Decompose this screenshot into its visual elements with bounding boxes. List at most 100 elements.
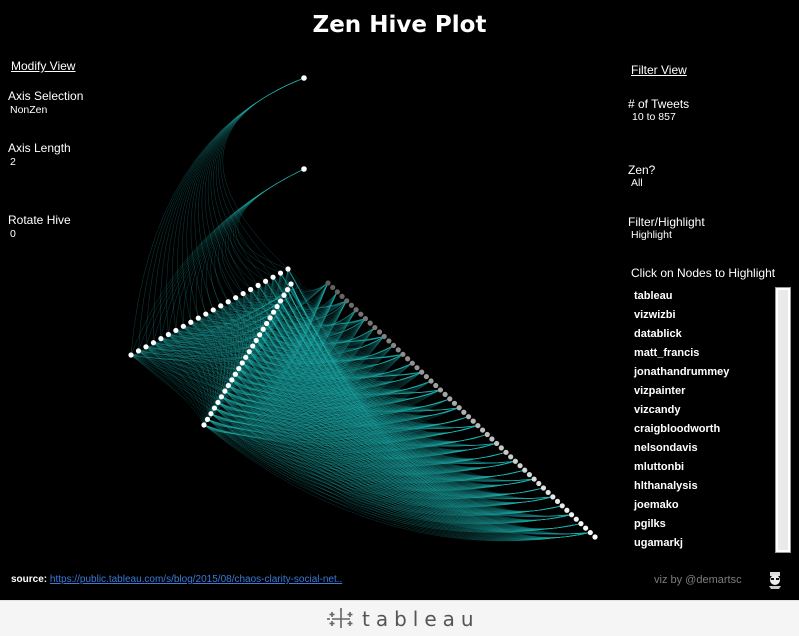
hive-node-c-43[interactable] (526, 472, 533, 478)
node-item-nelsondavis[interactable]: nelsondavis (634, 442, 698, 454)
node-item-tableau[interactable]: tableau (634, 290, 673, 302)
hive-node-a-19[interactable] (270, 274, 276, 280)
hive-node-b-13[interactable] (246, 349, 252, 355)
node-item-pgilks[interactable]: pgilks (634, 518, 666, 530)
hive-node-c-9[interactable] (367, 320, 373, 326)
hive-node-b-21[interactable] (274, 303, 280, 310)
hive-node-c-1[interactable] (330, 284, 336, 291)
hive-node-c-46[interactable] (540, 485, 547, 491)
hive-node-b-6[interactable] (222, 388, 228, 394)
hive-node-a-20[interactable] (277, 270, 284, 276)
hive-node-c-15[interactable] (395, 347, 401, 353)
hive-node-c-14[interactable] (390, 342, 397, 348)
hive-node-c-44[interactable] (531, 476, 537, 482)
hive-node-c-26[interactable] (447, 396, 453, 402)
hive-node-c-23[interactable] (433, 382, 439, 389)
hive-node-a-5[interactable] (165, 331, 171, 338)
hive-node-b-2[interactable] (208, 411, 214, 417)
hive-node-c-56[interactable] (587, 529, 593, 536)
node-item-vizwizbi[interactable]: vizwizbi (634, 309, 676, 321)
hive-node-b-22[interactable] (277, 298, 284, 304)
hive-node-c-3[interactable] (339, 293, 345, 299)
hive-node-a-7[interactable] (180, 323, 186, 329)
hive-node-b-18[interactable] (264, 320, 270, 327)
hive-node-c-55[interactable] (583, 525, 589, 531)
hive-node-b-19[interactable] (267, 315, 273, 321)
scrollbar-track[interactable] (778, 290, 788, 550)
hive-node-c-0[interactable] (325, 280, 331, 286)
node-item-mluttonbi[interactable]: mluttonbi (634, 461, 685, 473)
node-item-jonathandrummey[interactable]: jonathandrummey (634, 366, 730, 378)
hive-node-a-9[interactable] (195, 315, 201, 321)
hive-node-c-32[interactable] (475, 422, 481, 429)
hive-node-b-24[interactable] (284, 287, 291, 293)
hive-node-c-40[interactable] (512, 458, 518, 464)
hive-node-a-11[interactable] (210, 307, 216, 313)
hive-node-top-0[interactable] (301, 75, 307, 81)
hive-node-c-52[interactable] (568, 512, 575, 518)
tableau-logo-icon[interactable] (326, 608, 356, 630)
hive-node-b-17[interactable] (260, 326, 266, 332)
hive-node-b-16[interactable] (257, 332, 263, 338)
hive-node-c-12[interactable] (381, 333, 387, 340)
hive-node-c-6[interactable] (353, 307, 359, 313)
hive-node-b-10[interactable] (236, 366, 242, 372)
hive-node-b-11[interactable] (239, 360, 245, 366)
hive-node-c-30[interactable] (465, 414, 472, 420)
hive-node-c-47[interactable] (545, 489, 551, 496)
axis-length-value[interactable]: 2 (10, 156, 16, 168)
hive-node-c-22[interactable] (428, 378, 434, 384)
hive-node-a-21[interactable] (285, 266, 291, 272)
hive-node-top-1[interactable] (301, 166, 307, 172)
hive-node-b-1[interactable] (204, 416, 211, 422)
hive-node-a-1[interactable] (135, 348, 142, 354)
hive-node-c-51[interactable] (564, 507, 570, 513)
hive-node-b-4[interactable] (215, 399, 221, 406)
hive-node-c-41[interactable] (517, 463, 523, 469)
hive-node-c-29[interactable] (461, 409, 467, 415)
hive-node-c-11[interactable] (376, 329, 383, 335)
hive-node-a-13[interactable] (225, 299, 231, 305)
hive-node-c-24[interactable] (437, 387, 444, 393)
hive-node-a-6[interactable] (173, 327, 179, 334)
hive-node-c-7[interactable] (358, 311, 364, 317)
hive-node-b-9[interactable] (232, 371, 238, 377)
hive-node-c-34[interactable] (484, 431, 490, 438)
hive-node-c-25[interactable] (442, 391, 448, 398)
hive-node-a-3[interactable] (150, 340, 157, 346)
node-item-vizpainter[interactable]: vizpainter (634, 385, 686, 397)
hive-node-a-10[interactable] (203, 311, 209, 317)
hive-node-c-28[interactable] (456, 405, 462, 411)
filter-highlight-value[interactable]: Highlight (631, 229, 672, 241)
hive-node-c-53[interactable] (573, 516, 579, 522)
hive-node-c-42[interactable] (522, 467, 528, 473)
hive-node-c-13[interactable] (386, 338, 392, 344)
hive-node-c-31[interactable] (470, 418, 476, 424)
hive-node-b-20[interactable] (271, 309, 277, 315)
hive-node-b-0[interactable] (201, 422, 207, 428)
modify-view-link[interactable]: Modify View (11, 59, 76, 73)
hive-node-c-35[interactable] (489, 436, 495, 442)
hive-node-c-5[interactable] (348, 302, 355, 308)
hive-node-c-18[interactable] (409, 360, 415, 366)
hive-node-a-14[interactable] (233, 295, 239, 301)
hive-node-c-37[interactable] (498, 445, 504, 451)
hive-node-a-8[interactable] (188, 319, 194, 325)
hive-node-c-16[interactable] (400, 351, 406, 357)
hive-node-c-49[interactable] (554, 498, 561, 504)
hive-node-c-4[interactable] (344, 298, 350, 304)
hive-node-a-2[interactable] (143, 344, 149, 350)
hive-node-a-17[interactable] (255, 282, 261, 288)
hive-node-c-19[interactable] (414, 365, 420, 371)
hive-node-c-57[interactable] (592, 534, 598, 540)
rotate-hive-value[interactable]: 0 (10, 228, 16, 240)
tweets-range-value[interactable]: 10 to 857 (632, 111, 676, 123)
hive-node-c-48[interactable] (550, 494, 556, 500)
node-item-joemako[interactable]: joemako (634, 499, 679, 511)
hive-node-c-17[interactable] (405, 356, 411, 362)
hive-node-c-50[interactable] (559, 503, 565, 509)
hive-node-c-39[interactable] (508, 454, 514, 460)
hive-node-b-15[interactable] (253, 337, 259, 343)
axis-selection-value[interactable]: NonZen (10, 104, 48, 116)
hive-node-c-2[interactable] (334, 289, 340, 295)
